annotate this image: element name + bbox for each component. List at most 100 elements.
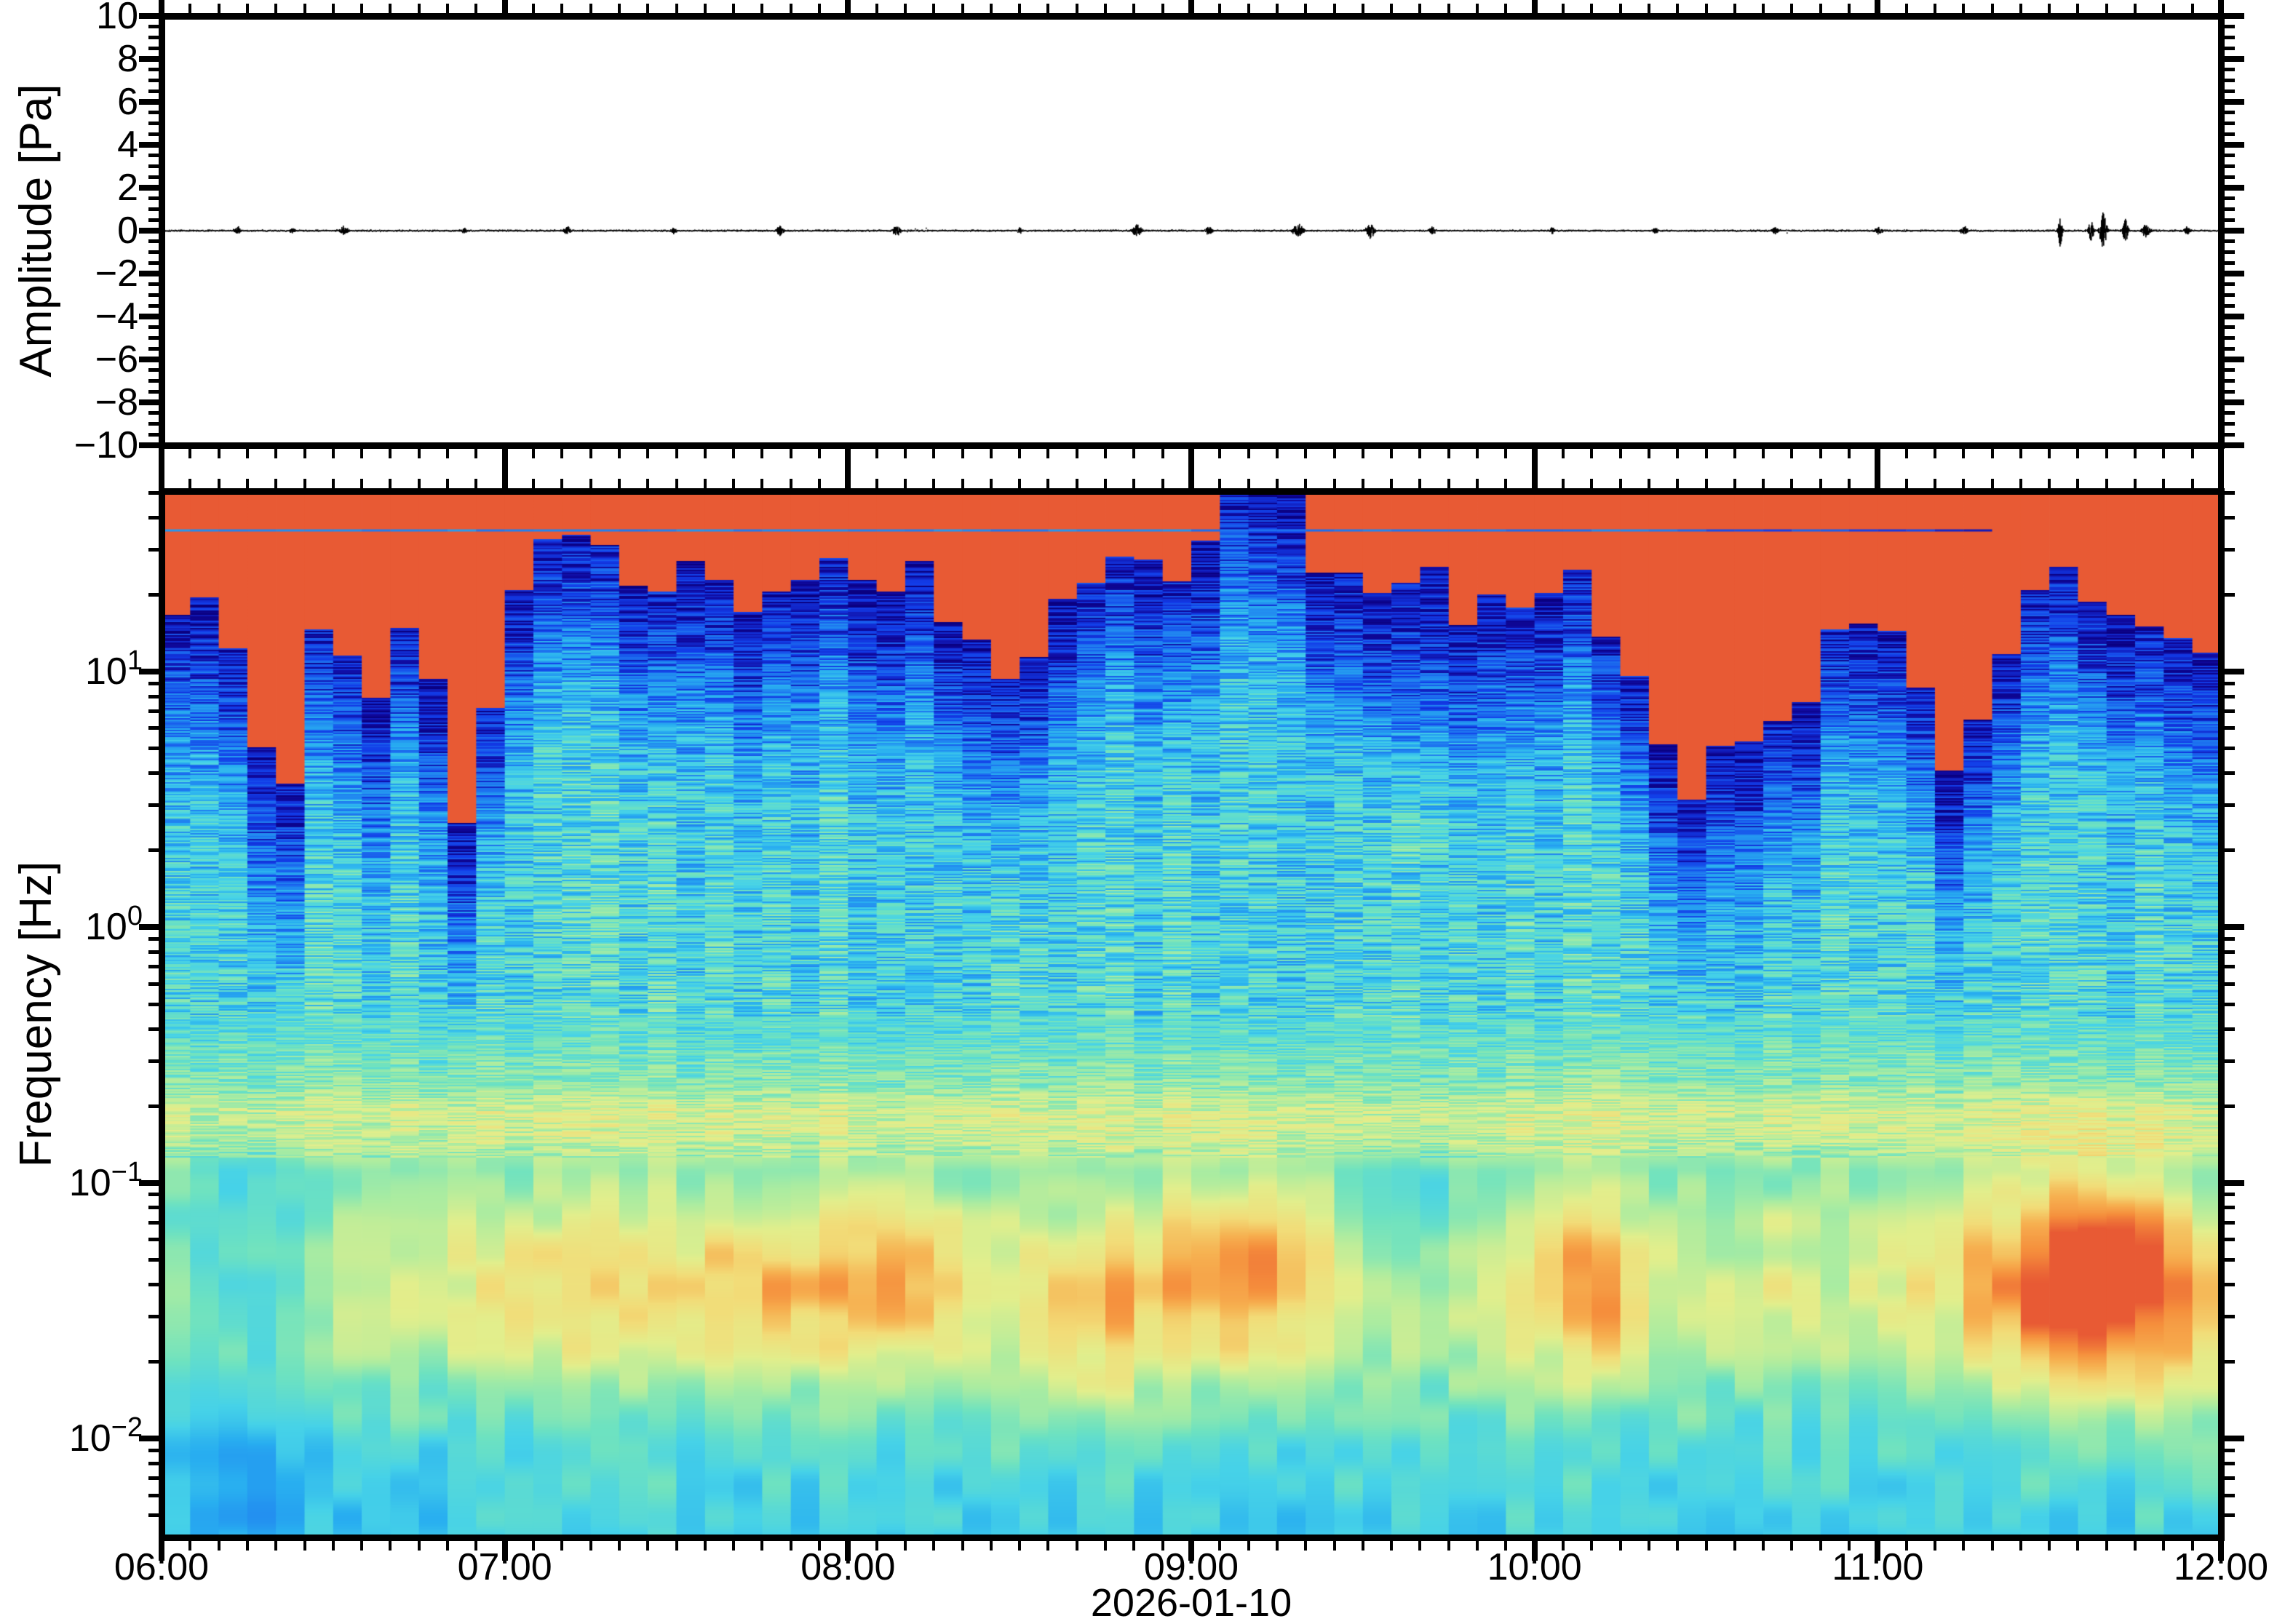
time-tick <box>303 478 306 488</box>
time-tick <box>1504 478 1508 488</box>
time-tick <box>703 448 707 458</box>
time-tick <box>217 448 220 458</box>
frequency-ytick <box>2224 1002 2235 1006</box>
time-tick-top <box>932 3 936 13</box>
time-tick <box>2218 448 2224 469</box>
time-tick-top <box>1075 3 1078 13</box>
frequency-ytick <box>148 694 159 698</box>
time-tick-top <box>2019 3 2022 13</box>
time-tick <box>1704 448 1708 458</box>
time-tick-bottom <box>1704 1540 1708 1551</box>
time-tick <box>531 448 535 458</box>
time-tick-bottom <box>1188 1540 1194 1561</box>
time-tick-top <box>903 3 907 13</box>
time-tick-bottom <box>1332 1540 1336 1551</box>
time-tick-bottom <box>1132 1540 1136 1551</box>
time-tick <box>2019 448 2022 458</box>
time-tick-top <box>1104 3 1108 13</box>
amplitude-tick-label: 0 <box>117 210 138 252</box>
time-tick <box>1590 478 1594 488</box>
time-tick-top <box>646 3 650 13</box>
amplitude-ytick <box>2224 46 2235 50</box>
time-tick <box>646 478 650 488</box>
time-tick-label: 10:00 <box>1487 1546 1582 1588</box>
time-tick <box>1418 478 1422 488</box>
time-tick <box>589 478 592 488</box>
time-tick <box>732 448 736 458</box>
amplitude-ytick <box>138 56 159 62</box>
time-tick-bottom <box>1218 1540 1222 1551</box>
amplitude-ytick <box>2224 185 2244 191</box>
frequency-ytick <box>2224 1104 2235 1108</box>
amplitude-ytick <box>2224 282 2235 287</box>
amplitude-ytick <box>148 260 159 265</box>
amplitude-ytick <box>2224 239 2235 244</box>
amplitude-ytick <box>2224 422 2235 426</box>
amplitude-tick-label: −10 <box>73 424 138 466</box>
time-tick <box>2134 478 2137 488</box>
time-tick-top <box>1161 3 1164 13</box>
frequency-ytick <box>148 709 159 713</box>
time-tick <box>675 478 678 488</box>
time-tick-bottom <box>446 1540 450 1551</box>
amplitude-ytick <box>148 154 159 158</box>
frequency-ytick <box>148 1206 159 1210</box>
frequency-ytick <box>148 592 159 597</box>
time-tick <box>760 448 764 458</box>
amplitude-ytick <box>2224 271 2244 276</box>
frequency-tick-label: 101 <box>85 645 143 693</box>
frequency-ytick <box>148 771 159 776</box>
time-tick <box>389 478 392 488</box>
time-tick-bottom <box>331 1540 335 1551</box>
frequency-ytick <box>2224 803 2235 808</box>
frequency-axis-title: Frequency [Hz] <box>11 861 61 1168</box>
frequency-ytick <box>148 1238 159 1242</box>
frequency-ytick <box>2224 1258 2235 1262</box>
time-tick-top <box>1018 3 1022 13</box>
time-tick <box>1104 478 1108 488</box>
time-tick <box>1304 448 1308 458</box>
time-tick-top <box>875 3 878 13</box>
time-tick-bottom <box>1275 1540 1279 1551</box>
amplitude-ytick <box>148 132 159 136</box>
time-tick <box>1990 478 1994 488</box>
frequency-ytick <box>148 965 159 969</box>
time-tick-bottom <box>1418 1540 1422 1551</box>
time-tick-bottom <box>1561 1540 1565 1551</box>
amplitude-ytick <box>138 442 159 448</box>
time-tick-top <box>159 0 164 13</box>
amplitude-ytick <box>148 46 159 50</box>
amplitude-ytick <box>148 196 159 201</box>
time-tick <box>446 448 450 458</box>
time-tick <box>675 448 678 458</box>
frequency-ytick <box>2224 1359 2235 1364</box>
time-tick <box>845 468 851 488</box>
time-tick-bottom <box>932 1540 936 1551</box>
frequency-ytick <box>148 1359 159 1364</box>
time-tick <box>245 478 249 488</box>
time-tick-top <box>501 0 508 13</box>
time-tick-label: 09:00 <box>1143 1546 1239 1588</box>
frequency-ytick <box>2224 936 2235 941</box>
time-tick-bottom <box>2076 1540 2080 1551</box>
time-tick <box>789 478 792 488</box>
time-tick-bottom <box>1590 1540 1594 1551</box>
time-tick <box>446 478 450 488</box>
time-tick-top <box>531 3 535 13</box>
time-tick <box>932 448 936 458</box>
frequency-ytick <box>2224 1193 2235 1197</box>
frequency-ytick <box>148 747 159 751</box>
time-tick-bottom <box>703 1540 707 1551</box>
time-tick-top <box>188 3 192 13</box>
time-tick <box>1990 448 1994 458</box>
time-tick <box>1188 448 1194 469</box>
time-tick <box>1476 478 1479 488</box>
time-tick <box>1218 478 1222 488</box>
time-tick <box>1161 448 1164 458</box>
time-tick <box>2218 468 2224 488</box>
date-label: 2026-01-10 <box>1090 1581 1292 1624</box>
time-tick <box>331 448 335 458</box>
amplitude-ytick <box>148 68 159 72</box>
frequency-ytick <box>2224 490 2235 495</box>
